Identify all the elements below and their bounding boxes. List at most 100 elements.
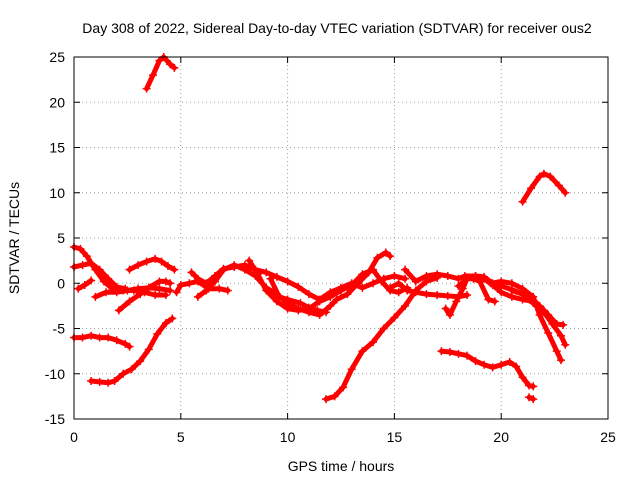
data-point-marker xyxy=(134,284,143,293)
data-point-marker xyxy=(507,286,516,295)
data-point-marker xyxy=(394,279,403,288)
data-point-marker xyxy=(358,270,367,279)
data-point-marker xyxy=(168,314,177,323)
data-point-marker xyxy=(497,277,506,286)
data-point-marker xyxy=(87,259,96,268)
x-tick-label: 20 xyxy=(493,429,509,445)
data-point-marker xyxy=(422,272,431,281)
data-point-marker xyxy=(142,84,151,93)
data-point-marker xyxy=(411,288,420,297)
x-tick-label: 0 xyxy=(70,429,78,445)
data-point-marker xyxy=(454,274,463,283)
data-point-marker xyxy=(369,338,378,347)
data-point-marker xyxy=(119,369,128,378)
data-point-marker xyxy=(339,383,348,392)
data-point-marker xyxy=(454,349,463,358)
data-series-s1 xyxy=(142,53,179,93)
data-point-marker xyxy=(219,265,228,274)
data-point-marker xyxy=(315,297,324,306)
data-point-marker xyxy=(535,172,544,181)
data-point-marker xyxy=(78,333,87,342)
y-tick-label: 20 xyxy=(49,94,65,110)
data-point-marker xyxy=(518,290,527,299)
y-tick-label: -10 xyxy=(45,366,65,382)
data-point-marker xyxy=(185,279,194,288)
data-point-marker xyxy=(552,347,561,356)
data-point-marker xyxy=(369,279,378,288)
data-point-marker xyxy=(87,376,96,385)
data-point-marker xyxy=(80,281,89,290)
data-point-marker xyxy=(104,333,113,342)
data-point-marker xyxy=(87,276,96,285)
data-series-s16 xyxy=(322,273,442,404)
data-point-marker xyxy=(463,291,472,300)
data-point-marker xyxy=(471,272,480,281)
data-point-marker xyxy=(369,265,378,274)
data-point-marker xyxy=(490,297,499,306)
data-series-s10 xyxy=(87,314,177,387)
data-point-marker xyxy=(463,274,472,283)
data-point-marker xyxy=(332,295,341,304)
data-point-marker xyxy=(125,265,134,274)
y-tick-label: 5 xyxy=(57,230,65,246)
data-point-marker xyxy=(561,340,570,349)
data-point-marker xyxy=(161,291,170,300)
data-point-marker xyxy=(443,272,452,281)
data-point-marker xyxy=(557,356,566,365)
data-series-s8 xyxy=(125,254,179,274)
data-point-marker xyxy=(381,248,390,257)
data-point-marker xyxy=(166,279,175,288)
data-point-marker xyxy=(127,365,136,374)
series-line xyxy=(323,275,440,402)
data-point-marker xyxy=(386,283,395,292)
data-point-marker xyxy=(401,301,410,310)
data-series-s24 xyxy=(524,393,538,404)
data-point-marker xyxy=(488,363,497,372)
data-point-marker xyxy=(390,272,399,281)
data-series-s5 xyxy=(74,276,96,293)
data-series-s7 xyxy=(114,277,175,315)
grid xyxy=(74,57,608,419)
y-tick-label: -15 xyxy=(45,411,65,427)
data-point-marker xyxy=(437,347,446,356)
data-point-marker xyxy=(245,256,254,265)
data-point-marker xyxy=(445,310,454,319)
data-point-marker xyxy=(411,277,420,286)
y-tick-label: 15 xyxy=(49,140,65,156)
data-point-marker xyxy=(379,324,388,333)
data-point-marker xyxy=(441,304,450,313)
data-point-marker xyxy=(548,319,557,328)
data-point-marker xyxy=(484,295,493,304)
data-point-marker xyxy=(322,308,331,317)
data-point-marker xyxy=(104,274,113,283)
chart-title: Day 308 of 2022, Sidereal Day-to-day VTE… xyxy=(82,20,592,36)
data-point-marker xyxy=(272,297,281,306)
data-point-marker xyxy=(337,286,345,295)
y-tick-label: -5 xyxy=(53,321,66,337)
data-point-marker xyxy=(304,290,313,299)
data-point-marker xyxy=(202,279,211,288)
data-point-marker xyxy=(296,299,305,308)
data-point-marker xyxy=(193,274,202,283)
data-point-marker xyxy=(373,253,382,262)
data-point-marker xyxy=(102,288,111,297)
data-point-marker xyxy=(283,304,292,313)
data-point-marker xyxy=(240,265,249,274)
data-point-marker xyxy=(512,362,521,371)
data-point-marker xyxy=(524,381,533,390)
data-point-marker xyxy=(104,378,113,387)
data-point-marker xyxy=(559,320,568,329)
data-point-marker xyxy=(347,281,356,290)
data-point-marker xyxy=(283,295,292,304)
data-point-marker xyxy=(155,284,164,293)
data-point-marker xyxy=(223,286,232,295)
data-point-marker xyxy=(155,56,164,65)
data-point-marker xyxy=(166,286,175,295)
data-point-marker xyxy=(561,188,570,197)
data-point-marker xyxy=(125,342,134,351)
data-point-marker xyxy=(134,261,143,270)
y-tick-label: 10 xyxy=(49,185,65,201)
data-point-marker xyxy=(136,290,145,299)
data-point-marker xyxy=(454,281,463,290)
data-point-marker xyxy=(262,286,271,295)
